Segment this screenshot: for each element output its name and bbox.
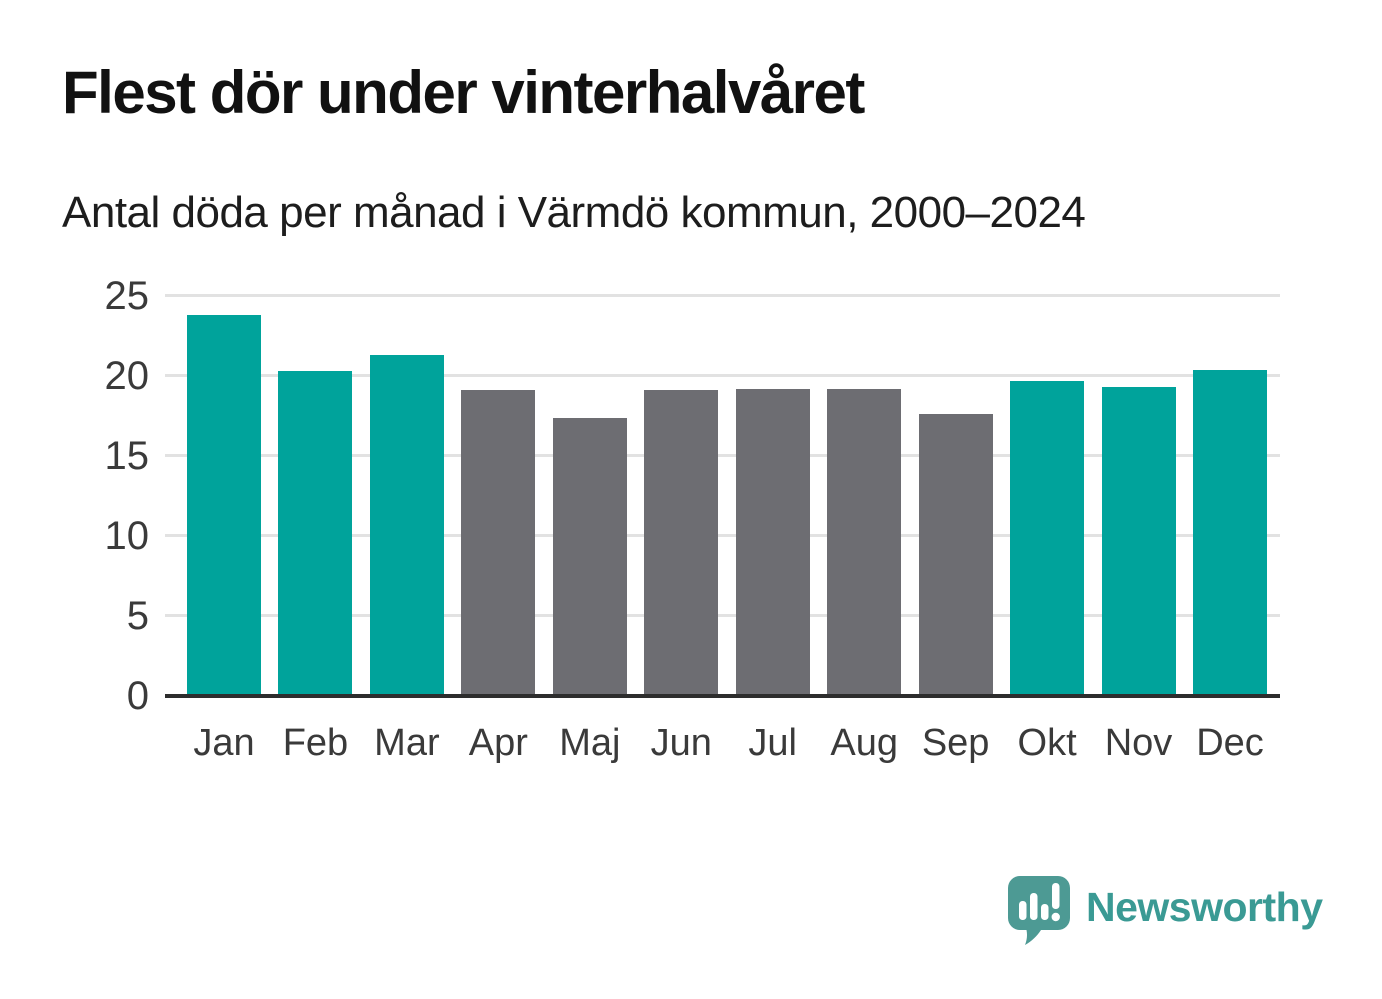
y-axis-tick-label-20: 20 [104,354,150,398]
bar-jan [187,315,261,696]
gridline-25 [165,294,1280,297]
bar-jul [735,388,810,696]
newsworthy-logo-icon [1008,876,1070,945]
newsworthy-logo: Newsworthy [1008,876,1323,946]
x-axis-label-jul: Jul [748,722,797,764]
bars-row [165,296,1280,696]
x-axis-label-dec: Dec [1196,722,1264,764]
bar-chart-plot-area: 0 5 10 15 20 25 Jan Feb Mar Apr Maj Jun Jul Aug Sep Ok… [105,274,1280,764]
gridline-10 [165,534,1280,537]
bar-cell-aug [827,388,902,696]
x-axis-label-jun: Jun [650,722,712,764]
x-axis-label-nov: Nov [1104,722,1173,764]
bar-nov [1101,387,1176,696]
x-axis-line [165,694,1280,698]
bar-jun [644,390,719,696]
y-axis-tick-label-15: 15 [104,434,150,478]
bar-cell-maj [552,417,627,696]
x-axis-label-sep: Sep [921,722,990,764]
y-axis-tick-label-5: 5 [126,594,149,638]
x-axis-label-mar: Mar [374,722,440,764]
gridline-20 [165,374,1280,377]
bar-apr [461,390,536,696]
logo-bar-chart-icon [1019,883,1060,922]
x-axis-label-apr: Apr [468,722,528,764]
x-axis-labels: Jan Feb Mar Apr Maj Jun Jul Aug Sep Okt Nov Dec [165,722,1280,765]
y-axis-tick-label-0: 0 [126,674,149,718]
bar-cell-dec [1192,369,1267,696]
chart-title: Flest dör under vinterhalvåret [62,59,865,126]
bar-cell-okt [1010,380,1085,696]
x-axis-label-aug: Aug [830,722,898,764]
newsworthy-logo-text: Newsworthy [1086,883,1323,930]
bar-cell-jan [187,315,261,696]
x-axis-label-jan: Jan [193,722,255,764]
gridline-15 [165,454,1280,457]
bar-cell-jul [735,388,810,696]
y-axis-tick-label-10: 10 [104,514,150,558]
x-axis-label-okt: Okt [1017,722,1077,764]
bar-mar [369,355,444,696]
bar-sep [918,414,993,696]
bar-dec [1192,369,1267,696]
bar-cell-feb [278,371,353,696]
bar-cell-sep [918,414,993,696]
bar-cell-nov [1101,387,1176,696]
chart-subtitle: Antal döda per månad i Värmdö kommun, 20… [62,188,1086,237]
y-axis-tick-label-25: 25 [104,274,150,318]
bar-cell-apr [461,390,536,696]
bar-okt [1010,380,1085,696]
gridline-5 [165,614,1280,617]
bar-aug [827,388,902,696]
bar-cell-mar [369,355,444,696]
bar-feb [278,371,353,696]
bar-cell-jun [644,390,719,696]
x-axis-label-maj: Maj [559,722,621,764]
bar-maj [552,417,627,696]
x-axis-label-feb: Feb [282,722,349,764]
